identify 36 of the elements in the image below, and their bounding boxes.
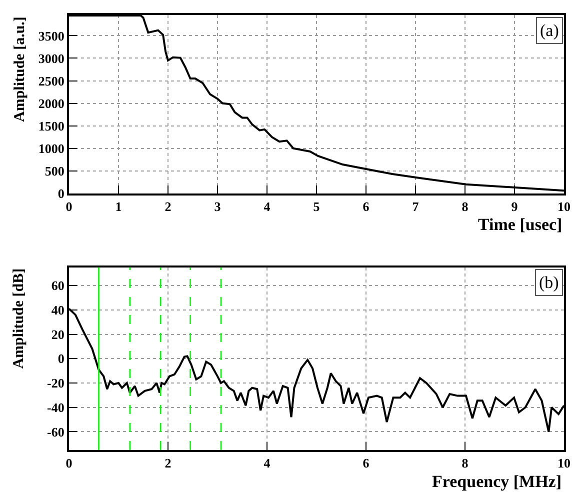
y-tick-label: 500 <box>44 163 64 178</box>
x-tick-label: 1 <box>115 198 122 214</box>
y-tick-label: 40 <box>51 302 64 318</box>
x-tick-label: 6 <box>362 198 370 214</box>
x-tick-label: 10 <box>558 198 570 214</box>
x-tick-label: 7 <box>412 198 420 214</box>
annotation: (a) <box>540 21 559 40</box>
y-tick-label: 3000 <box>38 50 64 66</box>
x-tick-label: 5 <box>313 198 320 214</box>
y-tick-label: 2000 <box>38 96 64 111</box>
y-tick-label: 2500 <box>38 73 64 88</box>
x-tick-label: 6 <box>362 456 370 471</box>
y-tick-label: 1500 <box>38 118 64 134</box>
y-axis-title: Amplitude [a.u.] <box>12 16 28 122</box>
annotation: (b) <box>539 273 559 292</box>
y-tick-label: -20 <box>47 376 64 391</box>
x-tick-label: 9 <box>511 198 518 214</box>
x-tick-label: 8 <box>462 198 469 214</box>
y-tick-label: 20 <box>51 326 64 342</box>
x-tick-label: 4 <box>264 456 271 471</box>
x-tick-label: 2 <box>164 456 172 471</box>
x-tick-label: 2 <box>164 198 172 214</box>
y-tick-label: 1000 <box>38 140 64 156</box>
x-tick-label: 3 <box>214 198 222 214</box>
x-tick-label: 4 <box>264 198 271 214</box>
x-axis-title: Time [usec] <box>478 215 562 234</box>
y-tick-label: -40 <box>47 400 64 415</box>
x-tick-label: 8 <box>462 456 469 471</box>
y-axis-title: Amplitude [dB] <box>11 268 28 369</box>
y-tick-label: 0 <box>58 186 64 201</box>
y-tick-label: 3500 <box>38 28 64 44</box>
x-tick-label: 10 <box>558 456 570 471</box>
y-tick-label: 60 <box>51 278 64 294</box>
x-axis-title: Frequency [MHz] <box>432 472 562 491</box>
y-tick-label: 0 <box>58 351 64 366</box>
y-tick-label: -60 <box>47 424 64 440</box>
